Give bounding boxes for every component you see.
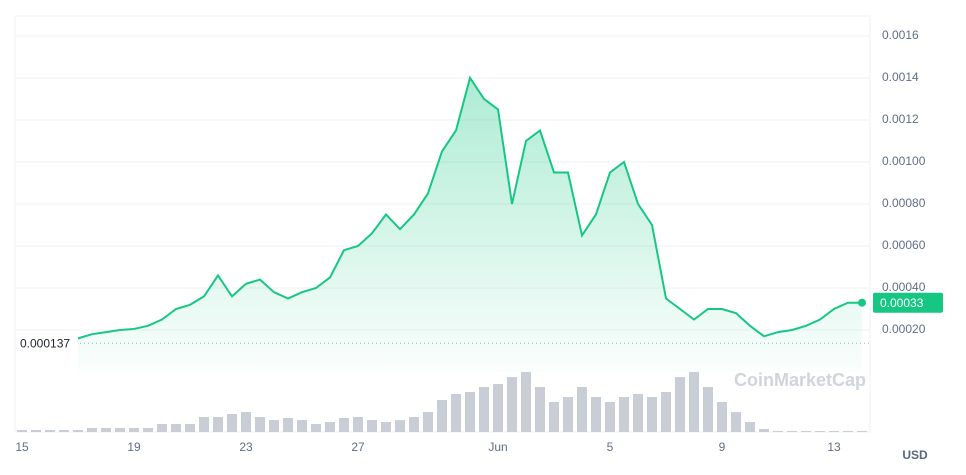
volume-bar (31, 430, 41, 432)
y-tick-label: 0.00060 (882, 238, 926, 252)
volume-bar (87, 428, 97, 432)
volume-bar (157, 424, 167, 432)
area (78, 77, 862, 372)
volume-bar (311, 424, 321, 432)
x-tick-label: 9 (719, 440, 726, 454)
volume-bar (843, 431, 853, 432)
volume-bar (423, 412, 433, 432)
volume-bar (647, 397, 657, 432)
volume-bar (577, 387, 587, 432)
volume-bar (815, 431, 825, 432)
volume-bar (703, 387, 713, 432)
volume-bar (101, 428, 111, 432)
x-tick-label: 19 (127, 440, 141, 454)
volume-bar (213, 417, 223, 432)
volume-bar (619, 397, 629, 432)
volume-bar (675, 377, 685, 432)
volume-bar (507, 377, 517, 432)
currency: USD (902, 448, 928, 462)
volume-bar (255, 417, 265, 432)
volume-bar (143, 428, 153, 432)
volume-bar (745, 422, 755, 432)
y-tick-label: 0.00040 (882, 280, 926, 294)
volume-bar (787, 431, 797, 432)
volume-bar (717, 402, 727, 432)
volume-bar (269, 420, 279, 432)
volume-bar (689, 372, 699, 432)
volume-bar (759, 429, 769, 432)
volume-bar (451, 394, 461, 432)
volume-bar (773, 431, 783, 432)
x-tick-label: 15 (15, 440, 29, 454)
volume-bar (633, 394, 643, 432)
last-dot (858, 298, 866, 307)
volume-bar (535, 387, 545, 432)
volume-bar (325, 422, 335, 432)
y-tick-label: 0.00100 (882, 154, 926, 168)
watermark: CoinMarketCap (734, 370, 866, 390)
volume-bar (227, 414, 237, 432)
y-tick-label: 0.00020 (882, 322, 926, 336)
volume-bar (381, 422, 391, 432)
volume-bar (241, 412, 251, 432)
volume-bar (59, 430, 69, 432)
volume-bar (367, 420, 377, 432)
volume-bar (199, 417, 209, 432)
x-tick-label: Jun (488, 440, 507, 454)
volume-bar (45, 430, 55, 432)
volume-bar (171, 424, 181, 432)
volume-bar (115, 428, 125, 432)
volume-bar (339, 418, 349, 432)
x-tick-label: 5 (607, 440, 614, 454)
volume-bar (521, 372, 531, 432)
y-tick-label: 0.0012 (882, 112, 919, 126)
y-tick-label: 0.0014 (882, 70, 919, 84)
volume-bar (731, 412, 741, 432)
volume-bar (591, 397, 601, 432)
volume-bar (17, 430, 27, 432)
volume-bar (73, 430, 83, 432)
volume-bar (605, 402, 615, 432)
volume-bar (185, 424, 195, 432)
x-tick-label: 23 (239, 440, 253, 454)
volume-bar (409, 417, 419, 432)
volume-bar (493, 384, 503, 432)
volume-bar (829, 431, 839, 432)
volume-bar (437, 400, 447, 432)
volume-bar (661, 392, 671, 432)
current-label: 0.00033 (880, 296, 924, 310)
volume-bar (465, 392, 475, 432)
low-label: 0.000137 (20, 336, 70, 350)
x-tick-label: 27 (351, 440, 365, 454)
volume-bar (479, 387, 489, 432)
current-badge (873, 292, 943, 313)
y-tick-label: 0.0016 (882, 28, 919, 42)
volume-bar (563, 397, 573, 432)
volume-bar (297, 420, 307, 432)
volume-bar (283, 418, 293, 432)
volume-bar (395, 420, 405, 432)
price-line (77, 75, 862, 340)
volume-bar (801, 431, 811, 432)
volume-bar (549, 402, 559, 432)
x-tick-label: 13 (827, 440, 841, 454)
y-tick-label: 0.00080 (882, 196, 926, 210)
volume-bar (129, 428, 139, 432)
volume-bar (353, 417, 363, 432)
volume-bar (857, 431, 867, 432)
